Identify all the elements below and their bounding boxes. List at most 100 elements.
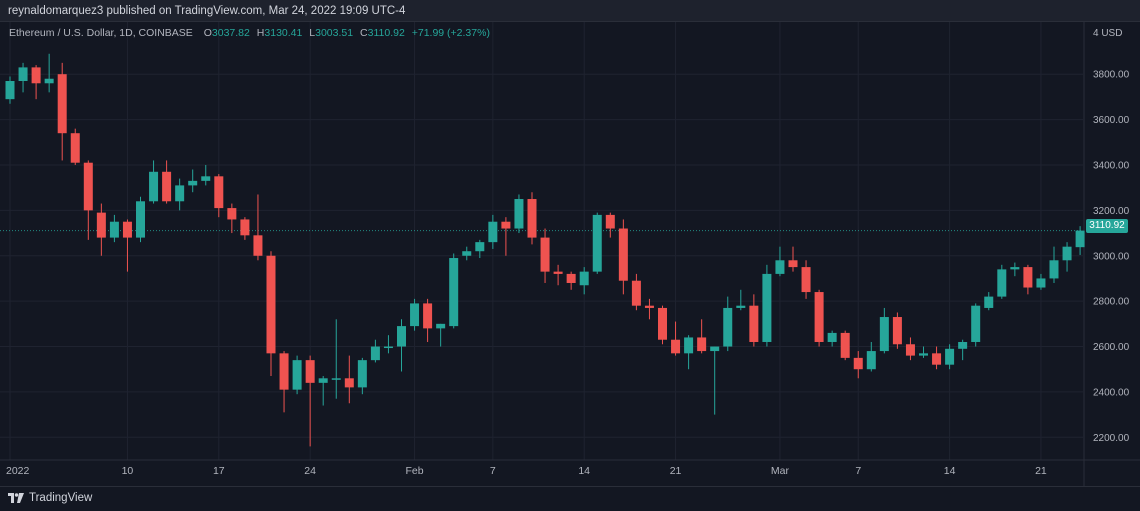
candle-body bbox=[292, 360, 302, 390]
candle-body bbox=[879, 317, 889, 352]
candle-body bbox=[762, 273, 772, 342]
ohlc-legend: Ethereum / U.S. Dollar, 1D, COINBASE O30… bbox=[9, 27, 494, 39]
candle-body bbox=[592, 214, 602, 272]
candle-body bbox=[945, 348, 955, 365]
low-key: L bbox=[309, 27, 316, 39]
candle-body bbox=[984, 296, 994, 308]
candle-body bbox=[423, 303, 433, 329]
last-price-tag: 3110.92 bbox=[1086, 219, 1128, 233]
candle-body bbox=[214, 176, 224, 209]
candle-body bbox=[370, 346, 380, 361]
candle-body bbox=[18, 67, 28, 82]
candle-body bbox=[1049, 260, 1059, 279]
symbol-title: Ethereum / U.S. Dollar, 1D, COINBASE bbox=[9, 27, 193, 39]
change-value: +71.99 (+2.37%) bbox=[411, 27, 490, 39]
candle-body bbox=[318, 378, 328, 383]
candle-body bbox=[892, 317, 902, 345]
candle-body bbox=[227, 208, 237, 220]
candlestick-chart[interactable]: 3800.00 3600.00 3400.00 3200.00 3000.00 2800.… bbox=[0, 22, 1140, 486]
candle-body bbox=[188, 180, 198, 186]
candle-body bbox=[553, 271, 563, 274]
candle-body bbox=[331, 378, 341, 380]
candle-body bbox=[240, 219, 250, 236]
candle-body bbox=[501, 221, 511, 229]
candle-body bbox=[997, 269, 1007, 297]
candle-body bbox=[814, 292, 824, 342]
candle-body bbox=[383, 346, 393, 349]
candle-body bbox=[788, 260, 798, 268]
chart-area[interactable]: 3800.00 3600.00 3400.00 3200.00 3000.00 2800.… bbox=[0, 22, 1140, 486]
publish-header: reynaldomarquez3 published on TradingVie… bbox=[0, 0, 1140, 22]
candle-body bbox=[109, 221, 119, 238]
x-tick-label: 17 bbox=[213, 465, 225, 477]
x-tick-label: 21 bbox=[1035, 465, 1047, 477]
candle-body bbox=[5, 81, 15, 100]
candle-body bbox=[1010, 267, 1020, 270]
candle-body bbox=[149, 171, 159, 202]
high-key: H bbox=[256, 27, 265, 39]
close-value: 3110.92 bbox=[367, 27, 405, 39]
candle-body bbox=[122, 221, 132, 238]
candle-body bbox=[919, 353, 928, 356]
currency-label: 4 USD bbox=[1093, 28, 1122, 39]
y-tick-label: 3600.00 bbox=[1093, 115, 1130, 126]
candle-body bbox=[801, 267, 811, 293]
y-tick-label: 3000.00 bbox=[1093, 251, 1130, 262]
close-key: C bbox=[360, 27, 368, 39]
x-tick-label: 2022 bbox=[6, 465, 30, 477]
candle-body bbox=[266, 255, 276, 354]
y-tick-label: 3800.00 bbox=[1093, 70, 1130, 81]
candle-body bbox=[905, 344, 915, 356]
x-tick-label: 7 bbox=[490, 465, 496, 477]
candle-body bbox=[840, 332, 850, 358]
candle-body bbox=[462, 251, 472, 256]
footer: TradingView bbox=[0, 486, 1140, 511]
candle-body bbox=[514, 199, 524, 229]
candle-body bbox=[449, 258, 459, 327]
open-key: O bbox=[203, 27, 212, 39]
candle-body bbox=[397, 326, 406, 347]
x-tick-label: 14 bbox=[578, 465, 590, 477]
candle-body bbox=[96, 212, 106, 238]
candle-body bbox=[853, 357, 863, 370]
candle-body bbox=[566, 273, 576, 283]
open-value: 3037.82 bbox=[211, 27, 250, 39]
x-tick-label: 21 bbox=[670, 465, 682, 477]
candle-body bbox=[540, 237, 550, 272]
candle-body bbox=[631, 280, 641, 306]
candle-body bbox=[723, 307, 733, 347]
candle-body bbox=[579, 271, 589, 286]
x-tick-label: 24 bbox=[304, 465, 316, 477]
y-tick-label: 2600.00 bbox=[1093, 342, 1130, 353]
candle-body bbox=[618, 228, 628, 281]
candle-body bbox=[57, 74, 67, 134]
candle-body bbox=[971, 305, 981, 342]
candle-body bbox=[827, 332, 837, 342]
candle-body bbox=[305, 360, 315, 383]
candle-body bbox=[658, 307, 667, 340]
x-tick-label: 7 bbox=[855, 465, 861, 477]
candle-body bbox=[44, 78, 54, 84]
candle-body bbox=[357, 360, 367, 388]
candle-body bbox=[1062, 246, 1072, 261]
y-tick-label: 3200.00 bbox=[1093, 206, 1130, 217]
y-tick-label: 2200.00 bbox=[1093, 433, 1130, 444]
candle-body bbox=[697, 337, 707, 352]
x-tick-label: Mar bbox=[771, 465, 790, 477]
y-tick-label: 2400.00 bbox=[1093, 387, 1130, 398]
candle-body bbox=[201, 176, 211, 181]
candle-body bbox=[644, 305, 654, 308]
candle-body bbox=[775, 260, 785, 274]
candle-body bbox=[736, 305, 746, 308]
candle-body bbox=[279, 353, 289, 390]
candle-body bbox=[684, 337, 694, 354]
tradingview-brand[interactable]: TradingView bbox=[8, 492, 92, 504]
high-value: 3130.41 bbox=[264, 27, 303, 39]
candle-body bbox=[488, 221, 498, 243]
candle-body bbox=[70, 133, 80, 163]
x-tick-label: 14 bbox=[944, 465, 956, 477]
candle-body bbox=[671, 339, 681, 354]
x-tick-label: 10 bbox=[122, 465, 134, 477]
y-tick-label: 3400.00 bbox=[1093, 160, 1130, 171]
published-text: reynaldomarquez3 published on TradingVie… bbox=[8, 5, 406, 17]
